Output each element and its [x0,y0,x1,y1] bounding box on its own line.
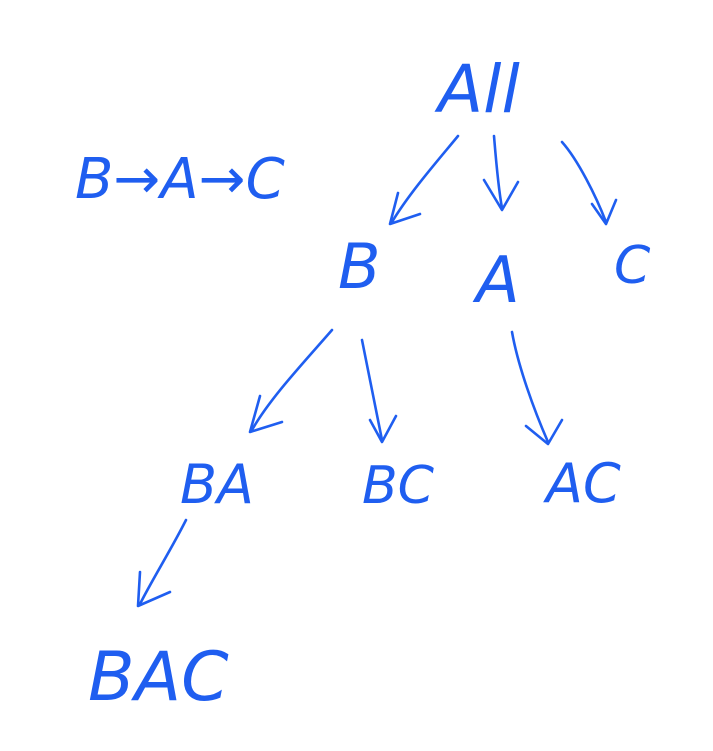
edge-a-ac [510,330,564,446]
edge-ba-bac [136,518,188,608]
node-bac: BAC [88,638,229,717]
node-ba: BA [180,453,254,516]
node-c: C [614,236,651,296]
edge-root-b [388,134,460,226]
edge-root-c [560,140,618,226]
edge-b-ba [248,328,334,434]
edge-b-bc [360,338,398,444]
node-bc: BC [362,456,435,516]
node-b: B [338,230,381,303]
node-root: All [434,51,520,128]
node-ac: AC [543,452,621,515]
edge-root-a [482,134,520,212]
node-a: A [472,244,520,318]
order-label: B→A→C [75,147,285,212]
